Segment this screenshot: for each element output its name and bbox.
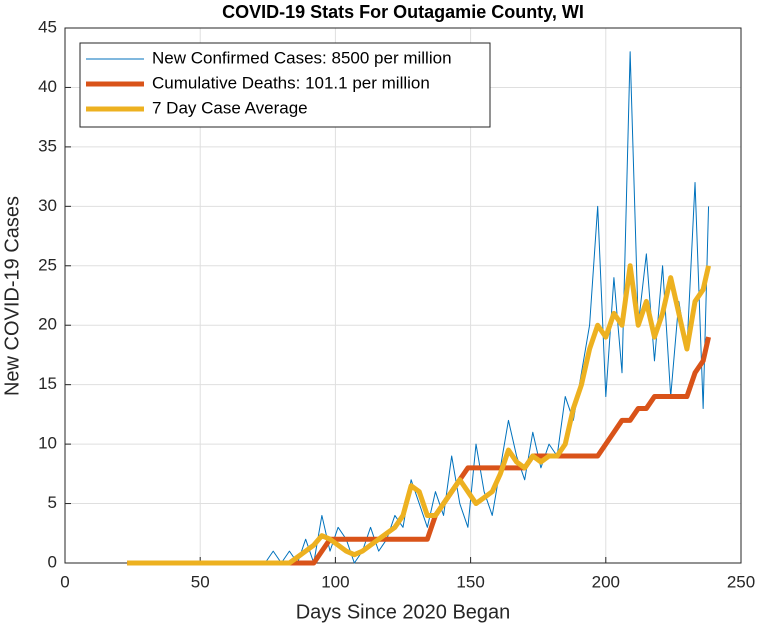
y-tick-label: 35 xyxy=(38,136,57,155)
x-axis-label: Days Since 2020 Began xyxy=(296,601,511,623)
axes-box xyxy=(64,27,742,564)
y-tick-label: 30 xyxy=(38,196,57,215)
x-tick-label: 0 xyxy=(60,572,69,591)
legend-label: New Confirmed Cases: 8500 per million xyxy=(152,48,452,67)
y-tick-label: 25 xyxy=(38,255,57,274)
x-tick-label: 250 xyxy=(727,572,755,591)
x-tick-label: 150 xyxy=(456,572,484,591)
y-tick-label: 0 xyxy=(48,552,57,571)
legend-box xyxy=(79,42,491,128)
chart-title: COVID-19 Stats For Outagamie County, WI xyxy=(222,2,584,22)
y-axis-label: New COVID-19 Cases xyxy=(1,196,23,396)
x-tick-label: 50 xyxy=(191,572,210,591)
y-tick-label: 5 xyxy=(48,493,57,512)
y-tick-label: 40 xyxy=(38,77,57,96)
x-tick-label: 200 xyxy=(592,572,620,591)
legend-label: 7 Day Case Average xyxy=(152,98,308,117)
y-tick-label: 15 xyxy=(38,374,57,393)
y-tick-label: 10 xyxy=(38,434,57,453)
y-tick-label: 20 xyxy=(38,315,57,334)
x-tick-label: 100 xyxy=(321,572,349,591)
legend-label: Cumulative Deaths: 101.1 per million xyxy=(152,73,430,92)
y-tick-label: 45 xyxy=(38,17,57,36)
data-line xyxy=(127,263,711,566)
